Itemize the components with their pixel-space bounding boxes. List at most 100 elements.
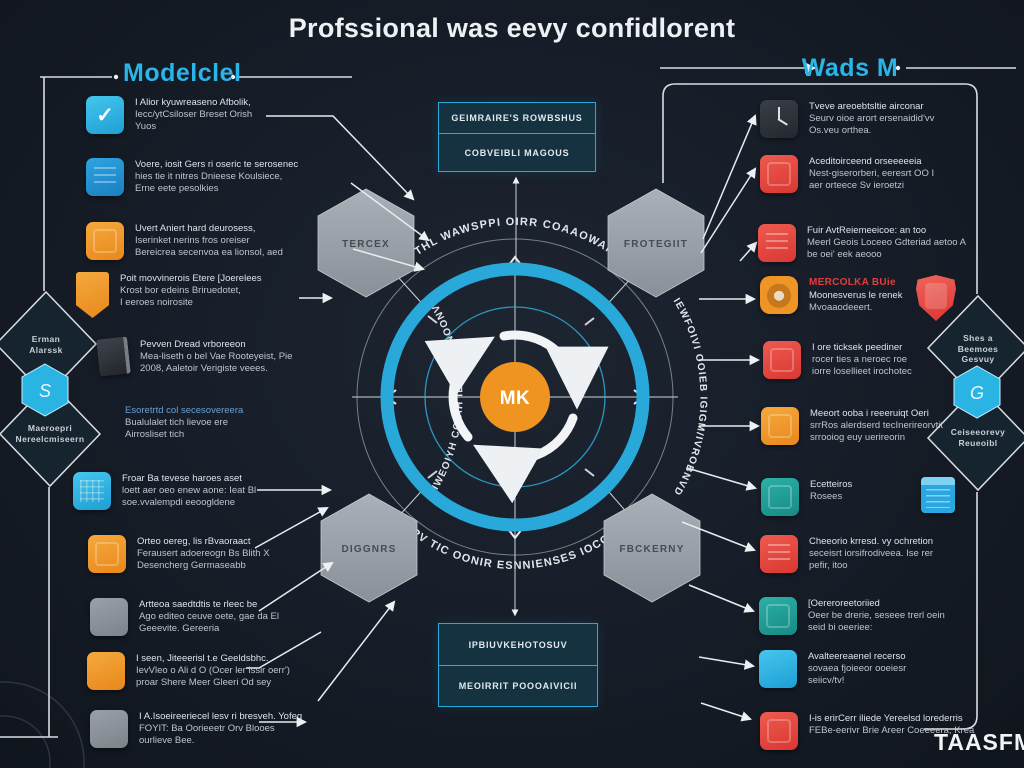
- text-line: Beemoes: [957, 343, 999, 354]
- list-item: Poit movvinerois Etere [Joerelees Krost b…: [76, 272, 262, 318]
- item-text: Voere, iosit Gers ri oseric te serosenec…: [135, 158, 298, 195]
- diamond-label-left-top: Erman Alarssk: [2, 334, 90, 355]
- arc-text-top: THL WAWSPPI OIRR COAAOWAN: [413, 216, 617, 258]
- process-hexagons: [317, 188, 705, 603]
- text-line: Ecetteiros: [810, 479, 853, 490]
- item-text: I A.Isoeireeriecel lesv ri bresveh. Yofe…: [139, 710, 302, 747]
- text-line: Erne eete pesolkies: [135, 183, 219, 194]
- text-line: Os.veu orthea.: [809, 125, 872, 136]
- item-text: [Oereroreetoriied Oeer be drerie, seseee …: [808, 597, 945, 634]
- gray-square-icon: [90, 598, 128, 636]
- text-line: Shes a: [963, 333, 993, 343]
- text-line: loett aer oeo enew aone: Ieat Bl: [122, 485, 257, 496]
- core-label: MK: [500, 388, 531, 409]
- item-text: Aceditoirceend orseeeeeia Nest-giserorber…: [809, 155, 934, 192]
- outer-cyan-ring: [380, 262, 650, 532]
- edge-diamonds: [0, 290, 1024, 492]
- item-text: Ecetteiros Rosees: [810, 478, 852, 503]
- cycle-arrows: [424, 330, 609, 504]
- text-line: soe.vvalempdi eeoogldene: [122, 497, 236, 508]
- bracket-dots: [113, 65, 901, 80]
- text-line: seceisrt iorsifrodiveea. Ise rer: [809, 548, 934, 559]
- list-item: MERCOLKA BUie Moonesverus le renek Mvoaao…: [760, 276, 902, 314]
- text-line: srrooiog euy uerireorin: [810, 432, 906, 443]
- red-square-icon: [760, 155, 798, 193]
- list-item: [Oereroreetoriied Oeer be drerie, seseee …: [759, 597, 945, 635]
- text-line: I A.Isoeireeriecel lesv ri bresveh. Yofe…: [139, 711, 303, 722]
- item-text: Pevven Dread vrboreeon Mea-liseth o bel V…: [140, 338, 292, 375]
- red-square-icon: [760, 712, 798, 750]
- list-item: Froar Ba tevese haroes aset loett aer oeo…: [73, 472, 256, 510]
- list-item: Ecetteiros Rosees: [761, 478, 852, 516]
- orange-square-icon: [88, 535, 126, 573]
- list-item: Voere, iosit Gers ri oseric te serosenec…: [86, 158, 298, 196]
- list-item: Orteo oereg, lis rBvaoraact Ferausert ado…: [88, 535, 270, 573]
- text-line: Tveve areoebtsltie airconar: [809, 101, 924, 112]
- text-line: ourlieve Bee.: [139, 735, 195, 746]
- text-line: Bualulalet tich lievoe ere: [125, 417, 228, 428]
- text-line: proar Shere Meer Gleeri Od sey: [136, 677, 272, 688]
- orange-ribbon-icon: [76, 272, 109, 318]
- hexagon-bottom-left: [320, 493, 418, 603]
- top-process-boxes: GEIMRAIRE'S ROWBSHUS COBVEIBLI MAGOUS: [438, 102, 596, 172]
- cyan-square-icon: [759, 650, 797, 688]
- text-line: Ferausert adoereogn Bs Blith X: [137, 548, 270, 559]
- item-text: I Alior kyuwreaseno Afbolik, Iecc/ytCsilo…: [135, 96, 252, 133]
- svg-text:THL WAWSPPI OIRR COAAOWAN: THL WAWSPPI OIRR COAAOWAN: [413, 216, 618, 258]
- item-text: Avalteereaenel recerso sovaea fjoieeor oo…: [808, 650, 906, 687]
- text-line: Yuos: [135, 121, 157, 132]
- text-line: Airrosliset tich: [125, 429, 185, 440]
- diamond-label-right-top: Shes a Beemoes Gesvuy: [934, 333, 1022, 365]
- text-line: Froar Ba tevese haroes aset: [122, 473, 242, 484]
- list-item: Meeort ooba i reeeruiqt Oeri srrRos alerd…: [761, 407, 943, 445]
- corner-arcs-decoration: [0, 681, 85, 768]
- hexagon-label-bl: DIGGNRS: [341, 544, 396, 555]
- left-section-header: Modelclel: [123, 59, 242, 87]
- text-line: I-is erirCerr iliede Yereelsd lorederris: [809, 713, 963, 724]
- item-text: Artteoa saedtdtis te rleec be Ago editeo …: [139, 598, 279, 635]
- item-text: Moonesverus le renek Mvoaaodeeert.: [809, 289, 902, 314]
- text-line: Artteoa saedtdtis te rleec be: [139, 599, 258, 610]
- red-square-icon: [760, 535, 798, 573]
- text-line: Pevven Dread vrboreeon: [140, 339, 246, 350]
- cyan-grid-square-icon: [73, 472, 111, 510]
- hexagon-label-tl: TERCEX: [342, 239, 390, 250]
- item-text: Uvert Aniert hard deurosess, Iserinket ne…: [135, 222, 283, 259]
- orange-square-icon: [761, 407, 799, 445]
- item-text: Orteo oereg, lis rBvaoraact Ferausert ado…: [137, 535, 270, 572]
- teal-square-icon: [761, 478, 799, 516]
- item-text: I-is erirCerr iliede Yereelsd lorederris…: [809, 712, 974, 737]
- text-line: rocer ties a neroec roe: [812, 354, 908, 365]
- text-line: Poit movvinerois Etere [Joerelees: [120, 273, 262, 284]
- check-square-icon: ✓: [86, 96, 124, 134]
- text-line: seid bi oeeriee:: [808, 622, 873, 633]
- mini-hexagon-glyphs: S G: [39, 381, 984, 403]
- text-line: Nereelcmiseern: [15, 433, 85, 444]
- connector-lines-left: [246, 115, 430, 728]
- orange-square-icon: [87, 652, 125, 690]
- text-line: Seurv oioe arort ersenaidid'vv: [809, 113, 935, 124]
- list-item: Fuir AvtReiemeeicoe: an too Meerl Geois L…: [758, 224, 966, 262]
- item-text-block: MERCOLKA BUie Moonesverus le renek Mvoaao…: [809, 276, 902, 314]
- text-line: Esoretrtd col secesovereera: [125, 405, 244, 416]
- text-line: srrRos alerdserd tecInerireorvtit: [810, 420, 944, 431]
- text-line: Bereicrea secenvoa ea lionsol, aed: [135, 247, 283, 258]
- item-text: I seen, Jiteeerisl t.e Geeldsbhc. IevVleo…: [136, 652, 290, 689]
- list-item: Cheeorio krresd. vy ochretion seceisrt io…: [760, 535, 933, 573]
- item-text: Cheeorio krresd. vy ochretion seceisrt io…: [809, 535, 933, 572]
- text-line: Meeort ooba i reeeruiqt Oeri: [810, 408, 929, 419]
- gray-square-icon: [90, 710, 128, 748]
- top-box-1: GEIMRAIRE'S ROWBSHUS: [451, 113, 583, 123]
- diamond-label-left-bottom: Maeroepri Nereelcmiseern: [6, 423, 94, 444]
- red-document-icon: [758, 224, 796, 262]
- text-line: Orteo oereg, lis rBvaoraact: [137, 536, 251, 547]
- text-line: be oei' eek aeooo: [807, 249, 882, 260]
- text-line: FEBe-eerivr Brie Areer Coeeeera, Krea: [809, 725, 975, 736]
- list-item: I A.Isoeireeriecel lesv ri bresveh. Yofe…: [90, 710, 302, 748]
- edge-mini-hexagons: [21, 363, 1001, 419]
- right-section-header: Wads M: [801, 54, 899, 82]
- hexagon-bottom-right: [603, 493, 701, 603]
- text-line: Iserinket nerins fros oreiser: [135, 235, 250, 246]
- hexagon-label-br: FBCKERNY: [619, 544, 684, 555]
